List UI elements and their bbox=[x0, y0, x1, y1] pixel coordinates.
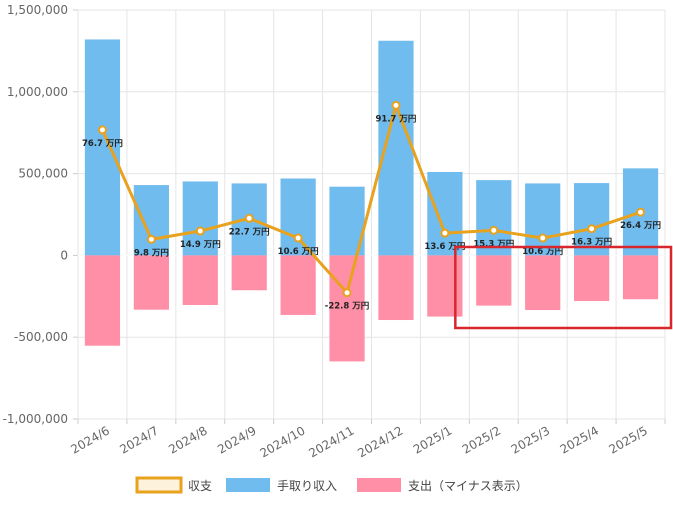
legend-swatch bbox=[357, 478, 401, 492]
legend-label: 手取り収入 bbox=[277, 479, 337, 493]
y-tick-label: 500,000 bbox=[18, 167, 68, 181]
expense-bar bbox=[427, 255, 463, 317]
income-bar bbox=[427, 171, 463, 256]
x-tick-label: 2025/4 bbox=[558, 423, 602, 456]
balance-data-label: 15.3 万円 bbox=[473, 239, 514, 249]
balance-point bbox=[391, 100, 401, 110]
expense-bar bbox=[525, 255, 561, 311]
income-bar bbox=[182, 181, 218, 256]
x-tick-label: 2024/11 bbox=[306, 423, 356, 460]
x-tick-label: 2025/2 bbox=[460, 423, 504, 456]
x-tick-label: 2024/6 bbox=[68, 423, 112, 456]
y-tick-label: -500,000 bbox=[14, 330, 68, 344]
income-bar bbox=[525, 183, 561, 256]
data-labels: 76.7 万円 9.8 万円 14.9 万円 22.7 万円 10.6 万円 -22.8 … bbox=[82, 114, 661, 311]
balance-data-label: 13.6 万円 bbox=[424, 242, 465, 252]
balance-point bbox=[97, 125, 107, 135]
income-bar bbox=[84, 39, 121, 256]
legend-swatch bbox=[135, 476, 183, 494]
y-tick-label: 1,500,000 bbox=[7, 3, 68, 17]
legend-swatch bbox=[226, 478, 270, 492]
legend-label: 支出（マイナス表示） bbox=[408, 479, 528, 493]
balance-data-label: -22.8 万円 bbox=[325, 302, 369, 312]
balance-point bbox=[538, 233, 548, 243]
x-axis: 2024/6 2024/7 2024/8 2024/92024/102024/1120… bbox=[68, 423, 650, 460]
balance-point bbox=[587, 224, 597, 234]
balance-point bbox=[489, 225, 499, 235]
y-tick-label: 0 bbox=[60, 248, 68, 262]
legend[interactable]: 収支 手取り収入 支出（マイナス表示） bbox=[135, 476, 528, 494]
balance-data-label: 26.4 万円 bbox=[620, 221, 661, 231]
balance-data-label: 76.7 万円 bbox=[82, 139, 123, 149]
balance-point bbox=[342, 288, 352, 298]
expense-bar bbox=[476, 255, 512, 306]
balance-point bbox=[440, 228, 450, 238]
balance-data-label: 16.3 万円 bbox=[571, 238, 612, 248]
expense-bar bbox=[231, 255, 267, 291]
income-bar bbox=[133, 185, 169, 256]
x-tick-label: 2024/8 bbox=[166, 423, 210, 456]
balance-data-label: 10.6 万円 bbox=[522, 247, 563, 257]
legend-item[interactable]: 収支 bbox=[135, 476, 212, 494]
x-tick-label: 2024/9 bbox=[215, 423, 259, 456]
income-bars bbox=[84, 39, 659, 256]
expense-bar bbox=[622, 255, 659, 300]
income-bar bbox=[476, 180, 512, 256]
legend-item[interactable]: 支出（マイナス表示） bbox=[357, 478, 528, 493]
balance-data-label: 14.9 万円 bbox=[180, 240, 221, 250]
balance-line-path bbox=[101, 103, 642, 295]
expense-bar bbox=[378, 255, 414, 321]
balance-point bbox=[146, 234, 156, 244]
grid-lines bbox=[73, 9, 666, 424]
y-tick-label: 1,000,000 bbox=[7, 85, 68, 99]
x-tick-label: 2024/10 bbox=[257, 423, 307, 460]
legend-item[interactable]: 手取り収入 bbox=[226, 478, 337, 493]
income-bar bbox=[574, 183, 610, 256]
income-bar bbox=[280, 178, 316, 256]
legend-label: 収支 bbox=[188, 479, 212, 493]
expense-bar bbox=[182, 255, 218, 305]
expense-bar bbox=[133, 255, 169, 310]
balance-line bbox=[97, 100, 646, 298]
highlight-box bbox=[454, 245, 673, 330]
expense-bar bbox=[574, 255, 610, 302]
x-tick-label: 2025/5 bbox=[606, 423, 650, 456]
balance-data-label: 91.7 万円 bbox=[375, 114, 416, 124]
y-tick-label: -1,000,000 bbox=[3, 412, 68, 426]
balance-point bbox=[636, 207, 646, 217]
highlight-region bbox=[454, 245, 673, 330]
balance-data-label: 22.7 万円 bbox=[229, 227, 270, 237]
x-tick-label: 2025/1 bbox=[411, 423, 455, 456]
expense-bar bbox=[329, 255, 365, 362]
balance-point bbox=[293, 233, 303, 243]
expense-bars bbox=[84, 255, 659, 362]
expense-bar bbox=[84, 255, 121, 346]
x-tick-label: 2024/12 bbox=[355, 423, 405, 460]
x-tick-label: 2025/3 bbox=[509, 423, 553, 456]
x-tick-label: 2024/7 bbox=[117, 423, 161, 456]
balance-data-label: 9.8 万円 bbox=[134, 248, 169, 258]
balance-data-label: 10.6 万円 bbox=[278, 247, 319, 257]
balance-point bbox=[244, 213, 254, 223]
y-axis: 1,500,000 1,000,000 500,000 0 -500,000 -1,000… bbox=[3, 3, 68, 426]
expense-bar bbox=[280, 255, 316, 315]
balance-point bbox=[195, 226, 205, 236]
